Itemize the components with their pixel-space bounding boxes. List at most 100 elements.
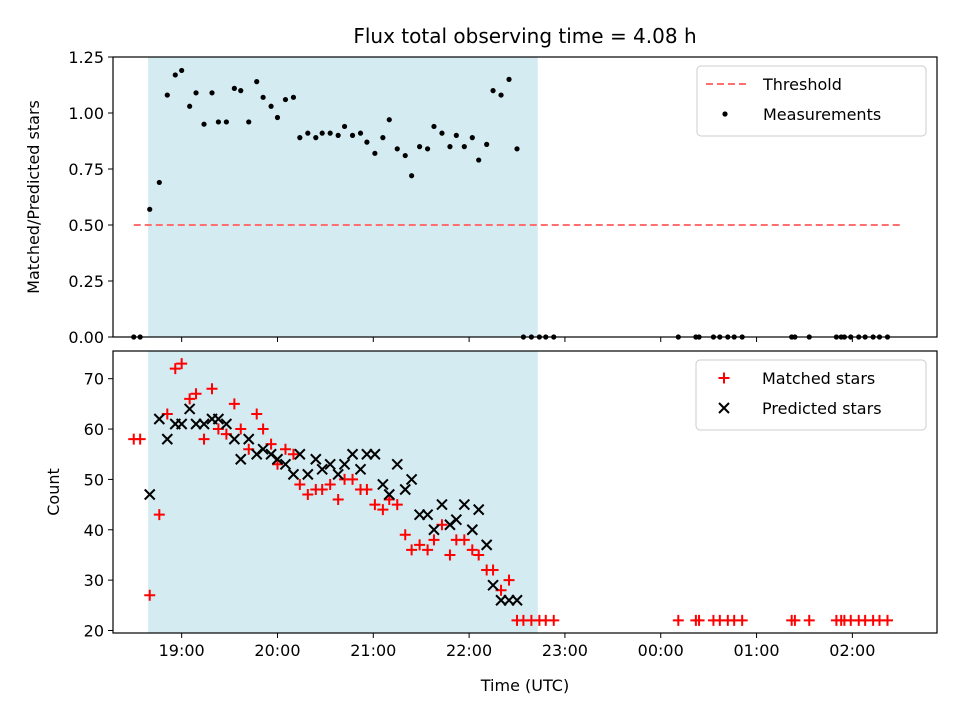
predicted-star-point — [220, 418, 233, 430]
matched-star-point — [251, 408, 263, 420]
matched-star-point — [144, 589, 156, 601]
y-tick-label: 1.00 — [68, 104, 104, 123]
matched-star-point — [391, 499, 403, 511]
measurement-point — [172, 72, 178, 78]
predicted-star-point — [354, 463, 367, 476]
predicted-star-point — [235, 453, 247, 465]
measurement-point — [231, 85, 237, 91]
predicted-star-point — [466, 524, 479, 536]
predicted-star-point — [377, 478, 389, 491]
y-tick-label: 0.25 — [68, 272, 104, 291]
bottom-y-axis-label: Count — [44, 468, 63, 516]
predicted-star-point — [302, 468, 314, 481]
measurement-point — [417, 144, 423, 150]
matched-star-point — [279, 443, 291, 455]
matched-star-point — [672, 614, 684, 626]
legend-box — [696, 65, 927, 137]
predicted-star-point — [450, 513, 463, 526]
y-tick-label: 50 — [84, 470, 104, 489]
axes-frame — [112, 350, 938, 634]
legend-predicted-swatch — [718, 402, 730, 414]
measurement-point — [327, 130, 333, 136]
matched-star-point — [184, 393, 196, 405]
measurement-point — [506, 76, 512, 82]
measurement-point — [156, 179, 162, 186]
observing-interval-shade — [148, 57, 538, 337]
measurement-point — [498, 92, 504, 98]
predicted-star-point — [421, 508, 434, 521]
predicted-star-point — [316, 463, 328, 476]
matched-star-point — [422, 544, 434, 556]
matched-star-point — [235, 423, 247, 435]
matched-star-point — [294, 478, 306, 490]
matched-star-point — [693, 614, 705, 626]
legend-box — [695, 359, 927, 431]
legend-label: Threshold — [762, 75, 842, 94]
axes-frame — [112, 56, 938, 338]
predicted-star-point — [228, 433, 241, 445]
x-tick-label: 20:00 — [254, 641, 300, 660]
measurement-point — [260, 94, 266, 100]
measurement-point — [290, 94, 297, 100]
measurement-point — [357, 130, 364, 136]
matched-star-point — [369, 499, 381, 511]
measurement-point — [372, 150, 378, 156]
matched-star-point — [153, 509, 165, 521]
legend-matched-swatch — [718, 372, 730, 384]
matched-star-point — [473, 549, 485, 561]
matched-star-point — [347, 473, 359, 485]
x-tick-label: 21:00 — [350, 641, 396, 660]
predicted-star-point — [324, 458, 336, 471]
predicted-star-point — [480, 539, 493, 551]
y-tick-label: 20 — [84, 621, 104, 640]
predicted-star-point — [458, 498, 471, 511]
matched-star-point — [287, 448, 299, 460]
measurement-point — [431, 123, 437, 130]
measurement-point — [469, 135, 475, 141]
measurement-point — [386, 117, 392, 123]
predicted-star-point — [243, 433, 255, 445]
measurement-point — [246, 119, 252, 125]
measurement-point — [461, 144, 467, 150]
measurement-point — [409, 173, 415, 179]
measurement-point — [223, 119, 229, 125]
measurement-point — [201, 121, 207, 127]
measurement-point — [364, 139, 370, 145]
measurement-point — [313, 135, 319, 141]
measurement-point — [335, 132, 341, 138]
predicted-star-point — [212, 413, 225, 425]
measurement-point — [179, 67, 185, 74]
predicted-star-point — [310, 453, 322, 465]
measurement-point — [394, 146, 400, 152]
predicted-star-point — [511, 594, 523, 606]
matched-star-point — [548, 614, 560, 626]
y-tick-label: 30 — [84, 571, 104, 590]
predicted-star-point — [144, 488, 156, 501]
predicted-star-point — [391, 458, 403, 471]
predicted-star-point — [472, 503, 485, 516]
matched-star-point — [428, 534, 440, 546]
measurement-point — [484, 141, 490, 147]
y-tick-label: 0.50 — [68, 216, 104, 235]
measurement-point — [341, 123, 348, 130]
legend-label: Predicted stars — [762, 399, 882, 418]
measurement-point — [187, 103, 193, 109]
predicted-star-point — [405, 473, 418, 486]
predicted-star-point — [153, 413, 166, 425]
measurement-point — [424, 146, 431, 152]
measurement-point — [164, 92, 170, 98]
predicted-star-point — [332, 468, 344, 481]
matched-star-point — [466, 544, 478, 556]
observing-interval-shade — [148, 351, 538, 633]
predicted-star-point — [346, 448, 359, 460]
predicted-star-point — [487, 579, 499, 591]
matched-star-point — [377, 504, 389, 516]
matched-star-point — [134, 433, 146, 445]
measurement-point — [447, 144, 453, 150]
matched-star-point — [302, 489, 314, 501]
predicted-star-point — [436, 498, 448, 511]
measurement-point — [268, 103, 274, 109]
matched-star-point — [399, 529, 411, 541]
chart-marks-layer: 0.00 0.25 0.50 0.75 1.00 1.25 Threshold Measure… — [68, 48, 938, 660]
